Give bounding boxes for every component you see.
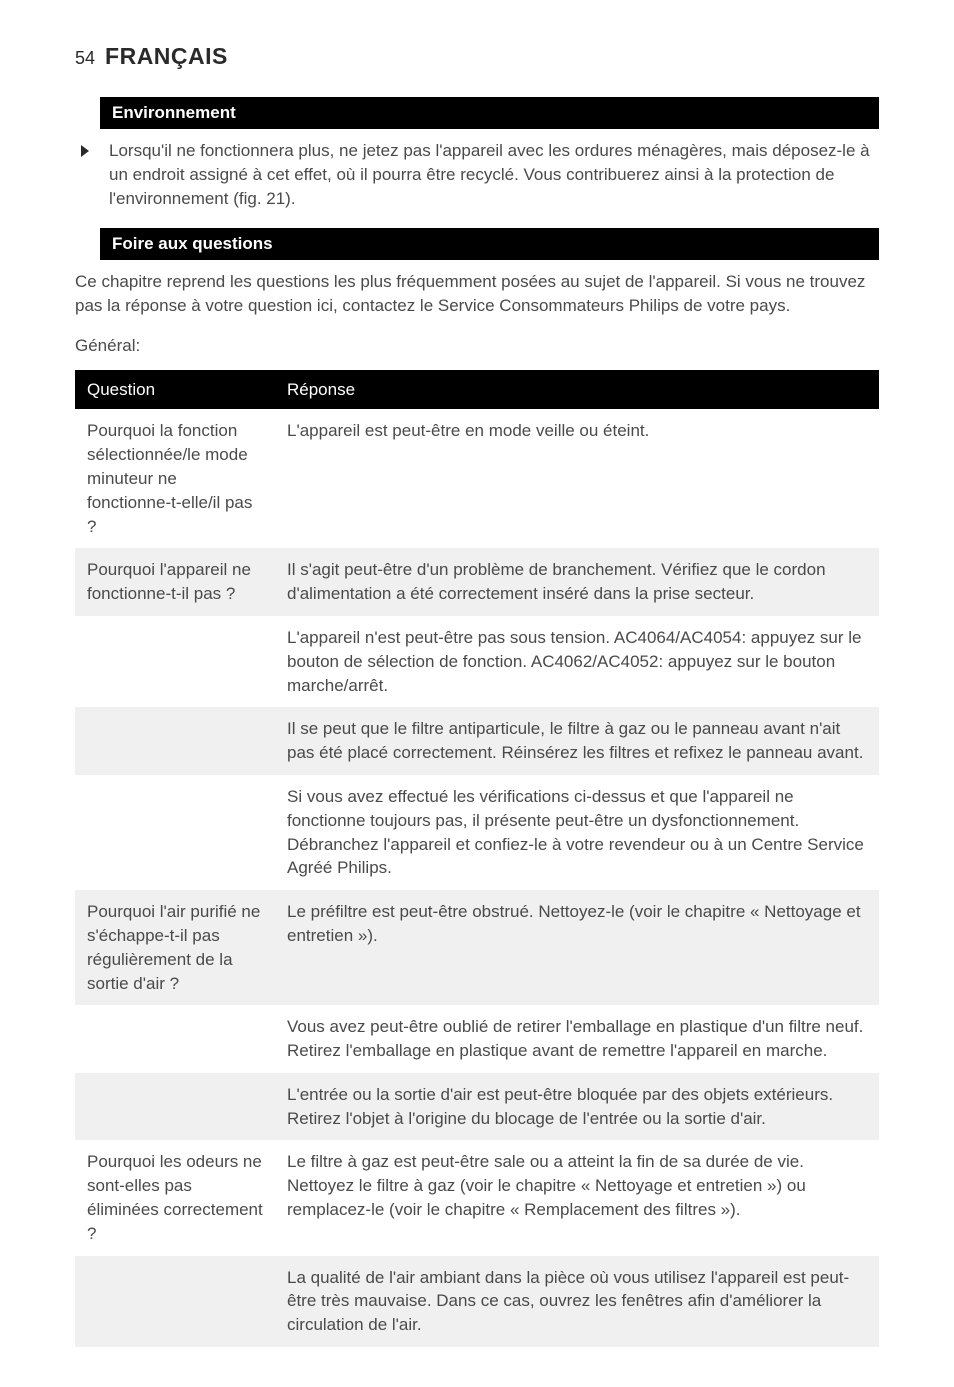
- cell-question: Pourquoi l'air purifié ne s'échappe-t-il…: [75, 890, 275, 1005]
- cell-answer: Il se peut que le filtre antiparticule, …: [275, 707, 879, 775]
- cell-answer: L'appareil est peut-être en mode veille …: [275, 409, 879, 548]
- cell-answer: Si vous avez effectué les vérifications …: [275, 775, 879, 890]
- cell-question: [75, 1005, 275, 1073]
- cell-question: [75, 707, 275, 775]
- cell-question: [75, 1256, 275, 1347]
- section-bar-environment: Environnement: [100, 97, 879, 129]
- bullet-icon: [79, 142, 91, 158]
- table-header-answer: Réponse: [275, 370, 879, 410]
- table-row: Pourquoi l'air purifié ne s'échappe-t-il…: [75, 890, 879, 1005]
- table-row: La qualité de l'air ambiant dans la pièc…: [75, 1256, 879, 1347]
- page-title: FRANÇAIS: [105, 40, 228, 72]
- table-row: Vous avez peut-être oublié de retirer l'…: [75, 1005, 879, 1073]
- table-header-question: Question: [75, 370, 275, 410]
- environment-bullet: Lorsqu'il ne fonctionnera plus, ne jetez…: [75, 139, 879, 210]
- page-header: 54 FRANÇAIS: [75, 40, 879, 72]
- faq-intro: Ce chapitre reprend les questions les pl…: [75, 270, 879, 318]
- section-bar-faq: Foire aux questions: [100, 228, 879, 260]
- cell-question: Pourquoi les odeurs ne sont-elles pas él…: [75, 1140, 275, 1255]
- table-row: L'appareil n'est peut-être pas sous tens…: [75, 616, 879, 707]
- cell-answer: Le filtre à gaz est peut-être sale ou a …: [275, 1140, 879, 1255]
- table-header-row: Question Réponse: [75, 370, 879, 410]
- faq-subheading: Général:: [75, 334, 879, 358]
- cell-question: [75, 775, 275, 890]
- cell-answer: L'entrée ou la sortie d'air est peut-êtr…: [275, 1073, 879, 1141]
- cell-answer: Le préfiltre est peut-être obstrué. Nett…: [275, 890, 879, 1005]
- table-row: Il se peut que le filtre antiparticule, …: [75, 707, 879, 775]
- cell-answer: L'appareil n'est peut-être pas sous tens…: [275, 616, 879, 707]
- faq-table: Question Réponse Pourquoi la fonction sé…: [75, 370, 879, 1348]
- environment-text: Lorsqu'il ne fonctionnera plus, ne jetez…: [109, 139, 879, 210]
- table-row: Si vous avez effectué les vérifications …: [75, 775, 879, 890]
- table-row: Pourquoi les odeurs ne sont-elles pas él…: [75, 1140, 879, 1255]
- cell-question: [75, 616, 275, 707]
- table-body: Pourquoi la fonction sélectionnée/le mod…: [75, 409, 879, 1347]
- cell-answer: La qualité de l'air ambiant dans la pièc…: [275, 1256, 879, 1347]
- table-row: Pourquoi la fonction sélectionnée/le mod…: [75, 409, 879, 548]
- cell-answer: Vous avez peut-être oublié de retirer l'…: [275, 1005, 879, 1073]
- page-number: 54: [75, 46, 95, 71]
- cell-question: [75, 1073, 275, 1141]
- cell-answer: Il s'agit peut-être d'un problème de bra…: [275, 548, 879, 616]
- table-row: Pourquoi l'appareil ne fonctionne-t-il p…: [75, 548, 879, 616]
- cell-question: Pourquoi la fonction sélectionnée/le mod…: [75, 409, 275, 548]
- cell-question: Pourquoi l'appareil ne fonctionne-t-il p…: [75, 548, 275, 616]
- table-row: L'entrée ou la sortie d'air est peut-êtr…: [75, 1073, 879, 1141]
